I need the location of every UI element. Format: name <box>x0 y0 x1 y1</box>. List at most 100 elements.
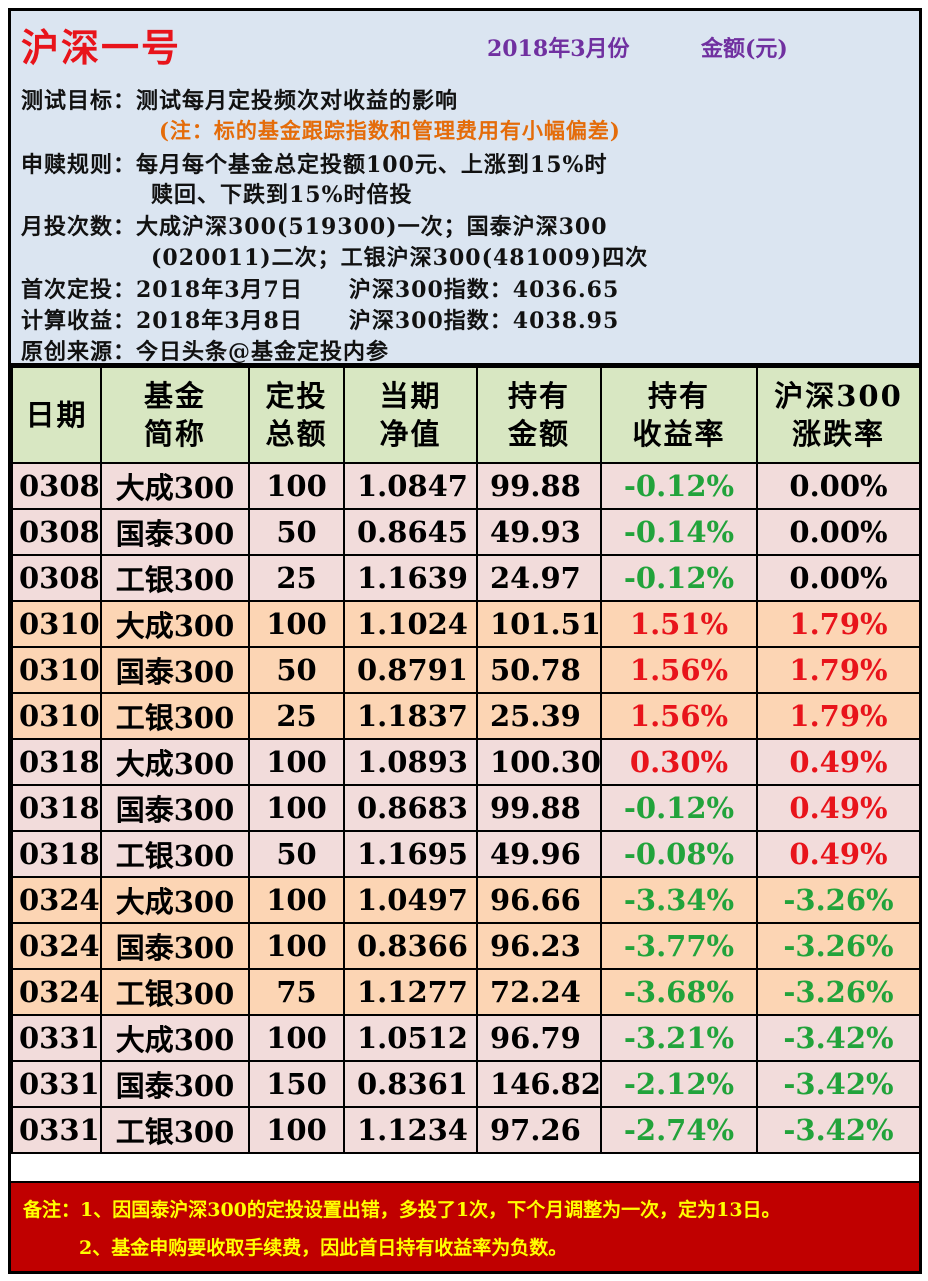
cell-amount: 25 <box>248 692 345 740</box>
cell-amount: 100 <box>248 738 345 786</box>
footer-note-2: 2、基金申购要收取手续费，因此首日持有收益率为负数。 <box>79 1237 568 1259</box>
table-row: 0324 工银300 75 1.1277 72.24 -3.68% -3.26% <box>11 968 921 1016</box>
cell-nav: 0.8366 <box>343 922 478 970</box>
cell-return: -0.12% <box>600 462 758 510</box>
cell-nav: 0.8683 <box>343 784 478 832</box>
cell-nav: 0.8645 <box>343 508 478 556</box>
cell-fund: 工银300 <box>100 830 250 878</box>
footer-notes: 备注：1、因国泰沪深300的定投设置出错，多投了1次，下个月调整为一次，定为13… <box>11 1181 919 1271</box>
cell-holding: 100.30 <box>476 738 602 786</box>
cell-return: -3.21% <box>600 1014 758 1062</box>
cell-holding: 49.96 <box>476 830 602 878</box>
cell-index-change: -3.26% <box>756 876 921 924</box>
cell-index-change: 0.49% <box>756 738 921 786</box>
cell-return: -2.12% <box>600 1060 758 1108</box>
table-row: 0324 大成300 100 1.0497 96.66 -3.34% -3.26% <box>11 876 921 924</box>
cell-date: 0310 <box>11 692 102 740</box>
cell-index-change: 0.00% <box>756 462 921 510</box>
test-goal-note: (注：标的基金跟踪指数和管理费用有小幅偏差) <box>159 118 621 143</box>
cell-nav: 0.8791 <box>343 646 478 694</box>
cell-index-change: 0.00% <box>756 508 921 556</box>
table-header-row: 日期 基金 简称 定投 总额 当期 净值 持有 金额 持有 收益率 沪深300 涨跌率 <box>11 366 921 464</box>
cell-date: 0308 <box>11 554 102 602</box>
table-body: 0308 大成300 100 1.0847 99.88 -0.12% 0.00% 0308 国泰… <box>11 462 921 1154</box>
cell-nav: 1.1024 <box>343 600 478 648</box>
cell-amount: 100 <box>248 876 345 924</box>
cell-fund: 大成300 <box>100 876 250 924</box>
first-investment: 首次定投：2018年3月7日 沪深300指数：4036.65 <box>21 277 620 303</box>
cell-fund: 国泰300 <box>100 1060 250 1108</box>
source-line: 原创来源：今日头条@基金定投内参 <box>21 339 390 365</box>
calc-date: 计算收益：2018年3月8日 沪深300指数：4038.95 <box>21 308 620 334</box>
cell-index-change: 0.49% <box>756 830 921 878</box>
cell-index-change: 0.00% <box>756 554 921 602</box>
frequency-line-1: 月投次数：大成沪深300(519300)一次；国泰沪深300 <box>21 214 608 240</box>
cell-index-change: -3.26% <box>756 922 921 970</box>
cell-nav: 1.1837 <box>343 692 478 740</box>
cell-return: -3.68% <box>600 968 758 1016</box>
cell-date: 0331 <box>11 1106 102 1154</box>
col-fund: 基金 简称 <box>100 366 250 464</box>
rules-line-2: 赎回、下跌到15%时倍投 <box>151 182 413 208</box>
fund-table: 日期 基金 简称 定投 总额 当期 净值 持有 金额 持有 收益率 沪深300 涨跌率 03… <box>11 366 921 1154</box>
cell-nav: 1.1277 <box>343 968 478 1016</box>
col-nav: 当期 净值 <box>343 366 478 464</box>
cell-holding: 49.93 <box>476 508 602 556</box>
table-row: 0310 大成300 100 1.1024 101.51 1.51% 1.79% <box>11 600 921 648</box>
cell-index-change: -3.42% <box>756 1014 921 1062</box>
cell-holding: 72.24 <box>476 968 602 1016</box>
cell-amount: 50 <box>248 830 345 878</box>
cell-amount: 100 <box>248 462 345 510</box>
cell-date: 0308 <box>11 508 102 556</box>
cell-index-change: 1.79% <box>756 646 921 694</box>
test-goal: 测试目标：测试每月定投频次对收益的影响 <box>21 88 459 114</box>
cell-fund: 国泰300 <box>100 784 250 832</box>
report-title: 沪深一号 <box>21 25 182 70</box>
cell-amount: 50 <box>248 646 345 694</box>
table-row: 0318 大成300 100 1.0893 100.30 0.30% 0.49% <box>11 738 921 786</box>
cell-fund: 工银300 <box>100 554 250 602</box>
cell-index-change: -3.42% <box>756 1060 921 1108</box>
cell-date: 0310 <box>11 600 102 648</box>
table-row: 0308 大成300 100 1.0847 99.88 -0.12% 0.00% <box>11 462 921 510</box>
rules-line-1: 申赎规则：每月每个基金总定投额100元、上涨到15%时 <box>21 152 608 178</box>
table-row: 0318 工银300 50 1.1695 49.96 -0.08% 0.49% <box>11 830 921 878</box>
cell-date: 0324 <box>11 922 102 970</box>
cell-return: -3.77% <box>600 922 758 970</box>
cell-amount: 100 <box>248 1014 345 1062</box>
cell-holding: 50.78 <box>476 646 602 694</box>
cell-holding: 96.79 <box>476 1014 602 1062</box>
table-row: 0331 国泰300 150 0.8361 146.82 -2.12% -3.42% <box>11 1060 921 1108</box>
cell-index-change: 0.49% <box>756 784 921 832</box>
cell-holding: 101.51 <box>476 600 602 648</box>
report-header: 沪深一号 2018年3月份 金额(元) 测试目标：测试每月定投频次对收益的影响 … <box>11 11 919 366</box>
cell-holding: 96.66 <box>476 876 602 924</box>
cell-amount: 25 <box>248 554 345 602</box>
cell-holding: 99.88 <box>476 784 602 832</box>
frequency-line-2: (020011)二次；工银沪深300(481009)四次 <box>151 245 649 271</box>
cell-date: 0318 <box>11 784 102 832</box>
cell-fund: 大成300 <box>100 1014 250 1062</box>
cell-return: -0.12% <box>600 554 758 602</box>
footer-note-1: 备注：1、因国泰沪深300的定投设置出错，多投了1次，下个月调整为一次，定为13… <box>23 1199 781 1221</box>
table-row: 0331 大成300 100 1.0512 96.79 -3.21% -3.42% <box>11 1014 921 1062</box>
cell-nav: 1.1695 <box>343 830 478 878</box>
cell-return: -2.74% <box>600 1106 758 1154</box>
cell-return: -3.34% <box>600 876 758 924</box>
cell-return: 1.56% <box>600 692 758 740</box>
cell-holding: 97.26 <box>476 1106 602 1154</box>
col-date: 日期 <box>11 366 102 464</box>
cell-fund: 大成300 <box>100 600 250 648</box>
fund-report-sheet: 沪深一号 2018年3月份 金额(元) 测试目标：测试每月定投频次对收益的影响 … <box>8 8 922 1274</box>
cell-fund: 国泰300 <box>100 508 250 556</box>
cell-return: 1.51% <box>600 600 758 648</box>
cell-amount: 150 <box>248 1060 345 1108</box>
cell-amount: 100 <box>248 1106 345 1154</box>
table-row: 0318 国泰300 100 0.8683 99.88 -0.12% 0.49% <box>11 784 921 832</box>
cell-amount: 50 <box>248 508 345 556</box>
cell-return: -0.12% <box>600 784 758 832</box>
cell-date: 0318 <box>11 830 102 878</box>
col-holding: 持有 金额 <box>476 366 602 464</box>
col-index-change: 沪深300 涨跌率 <box>756 366 921 464</box>
report-month: 2018年3月份 <box>487 36 630 62</box>
